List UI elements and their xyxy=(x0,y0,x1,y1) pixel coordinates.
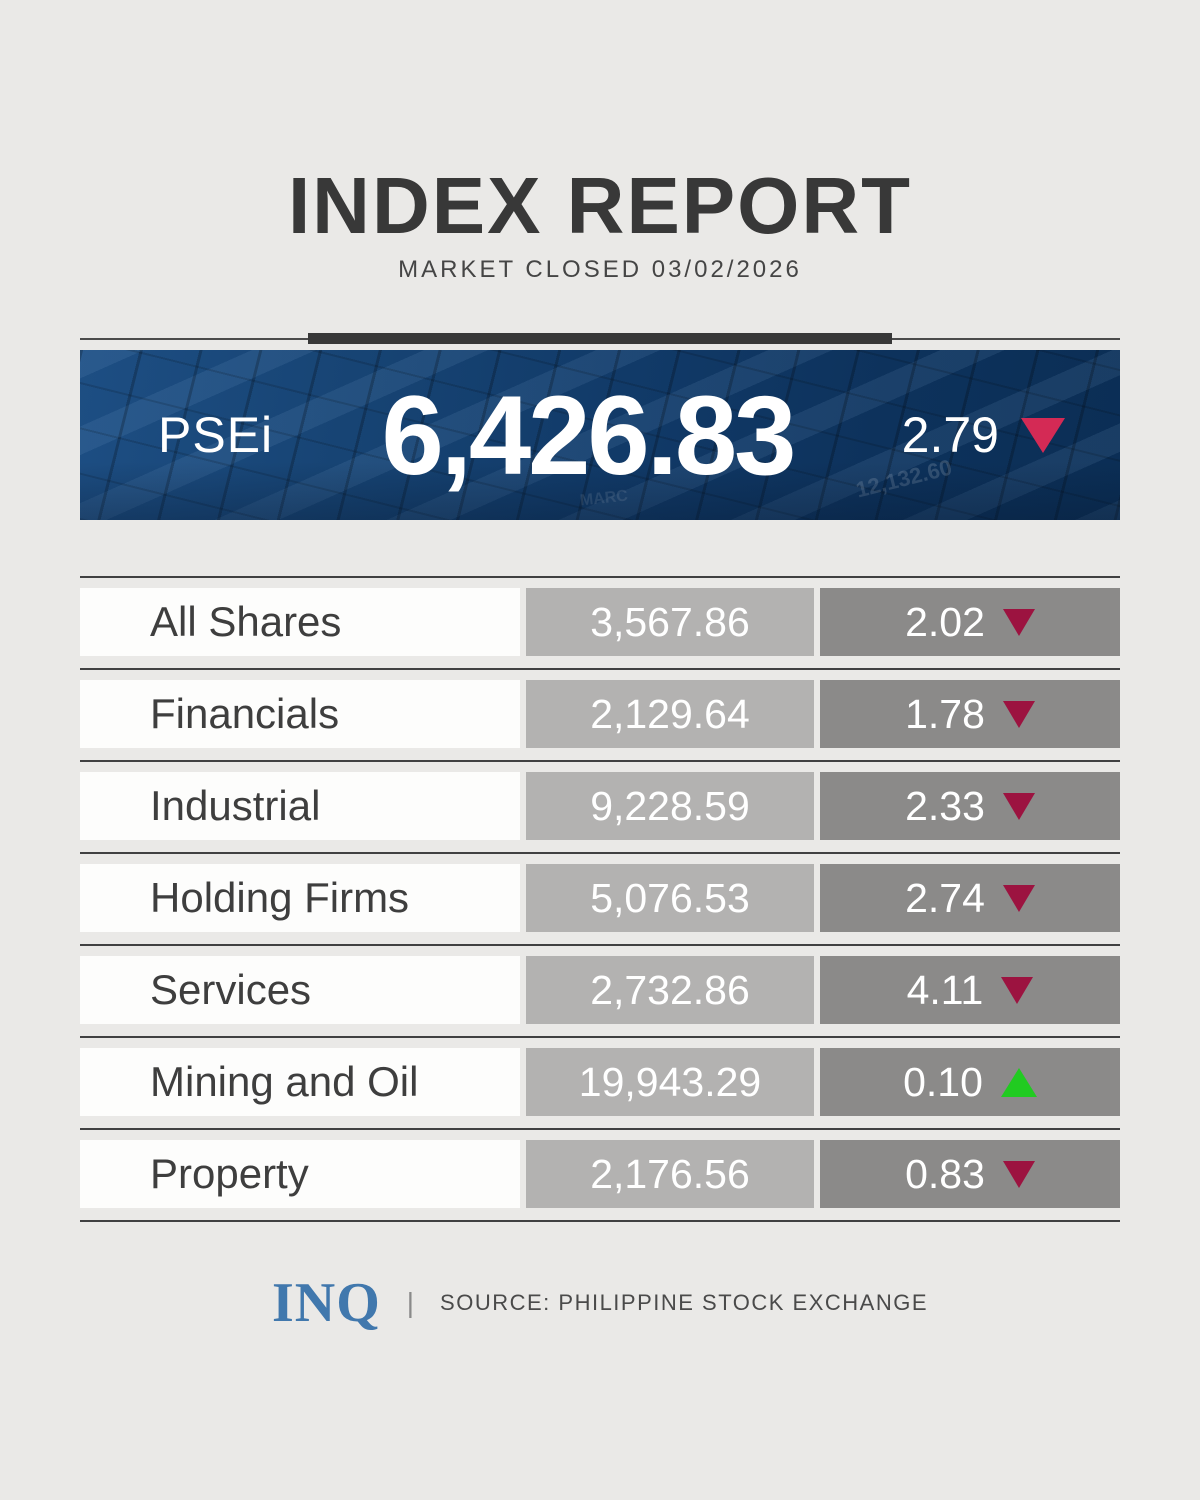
row-change: 2.02 xyxy=(905,598,985,645)
row-change-cell: 2.33 xyxy=(820,772,1120,840)
row-change: 0.10 xyxy=(903,1058,983,1105)
row-label: Mining and Oil xyxy=(150,1058,419,1105)
table-row: Industrial 9,228.59 2.33 xyxy=(80,760,1120,852)
down-triangle-icon xyxy=(1002,700,1035,728)
row-value-cell: 2,176.56 xyxy=(526,1140,814,1208)
row-label-cell: Services xyxy=(80,956,520,1024)
row-value: 9,228.59 xyxy=(590,782,750,829)
row-value-cell: 5,076.53 xyxy=(526,864,814,932)
row-change-cell: 2.02 xyxy=(820,588,1120,656)
row-label-cell: Holding Firms xyxy=(80,864,520,932)
table-row: Property 2,176.56 0.83 xyxy=(80,1128,1120,1220)
row-value: 3,567.86 xyxy=(590,598,750,645)
row-value-cell: 3,567.86 xyxy=(526,588,814,656)
up-triangle-icon xyxy=(1000,1067,1037,1097)
row-value: 2,732.86 xyxy=(590,966,750,1013)
row-label: Property xyxy=(150,1150,309,1197)
row-value-cell: 9,228.59 xyxy=(526,772,814,840)
row-value: 2,176.56 xyxy=(590,1150,750,1197)
source-separator: | xyxy=(406,1287,415,1318)
down-triangle-icon xyxy=(1021,417,1065,453)
row-label: All Shares xyxy=(150,598,342,645)
row-label: Financials xyxy=(150,690,340,737)
table-row: Services 2,732.86 4.11 xyxy=(80,944,1120,1036)
row-change-cell: 4.11 xyxy=(820,956,1120,1024)
index-table: All Shares 3,567.86 2.02 Financials 2,12… xyxy=(80,576,1120,1222)
row-change-cell: 1.78 xyxy=(820,680,1120,748)
banner-index-value: 6,426.83 xyxy=(381,372,796,498)
banner-change-value: 2.79 xyxy=(901,407,999,463)
table-row: All Shares 3,567.86 2.02 xyxy=(80,576,1120,668)
row-value-cell: 19,943.29 xyxy=(526,1048,814,1116)
row-label-cell: Industrial xyxy=(80,772,520,840)
page-title: INDEX REPORT xyxy=(287,161,913,250)
source-text: SOURCE: PHILIPPINE STOCK EXCHANGE xyxy=(440,1290,929,1315)
row-value: 5,076.53 xyxy=(590,874,750,921)
down-triangle-icon xyxy=(1002,1160,1035,1188)
page-subtitle: MARKET CLOSED 03/02/2026 xyxy=(398,256,802,283)
row-change: 2.74 xyxy=(905,874,985,921)
row-value-cell: 2,129.64 xyxy=(526,680,814,748)
row-change: 4.11 xyxy=(906,966,984,1013)
row-label-cell: All Shares xyxy=(80,588,520,656)
header-divider-accent-bar xyxy=(308,333,892,344)
row-change-cell: 0.10 xyxy=(820,1048,1120,1116)
row-label-cell: Mining and Oil xyxy=(80,1048,520,1116)
table-row: Financials 2,129.64 1.78 xyxy=(80,668,1120,760)
down-triangle-icon xyxy=(1002,884,1035,912)
row-label-cell: Financials xyxy=(80,680,520,748)
row-label: Services xyxy=(150,966,312,1013)
inq-logo: INQ xyxy=(271,1272,381,1334)
row-label: Holding Firms xyxy=(150,874,410,921)
row-value: 2,129.64 xyxy=(590,690,750,737)
row-change: 0.83 xyxy=(905,1150,985,1197)
footer: INQ | SOURCE: PHILIPPINE STOCK EXCHANGE xyxy=(0,1268,1200,1338)
row-change: 1.78 xyxy=(905,690,985,737)
table-row: Mining and Oil 19,943.29 0.10 xyxy=(80,1036,1120,1128)
down-triangle-icon xyxy=(1002,792,1035,820)
table-row: Holding Firms 5,076.53 2.74 xyxy=(80,852,1120,944)
psei-banner: 12,132.60 MARC PSEi 6,426.83 2.79 xyxy=(80,350,1120,520)
row-value-cell: 2,732.86 xyxy=(526,956,814,1024)
row-change-cell: 2.74 xyxy=(820,864,1120,932)
down-triangle-icon xyxy=(1001,976,1034,1004)
banner-index-name: PSEi xyxy=(158,407,274,463)
down-triangle-icon xyxy=(1002,608,1035,636)
row-label: Industrial xyxy=(150,782,321,829)
row-label-cell: Property xyxy=(80,1140,520,1208)
header-divider xyxy=(80,333,1120,344)
banner-change-group: 2.79 xyxy=(902,406,1120,464)
row-change: 2.33 xyxy=(905,782,985,829)
row-value: 19,943.29 xyxy=(578,1058,762,1105)
row-change-cell: 0.83 xyxy=(820,1140,1120,1208)
